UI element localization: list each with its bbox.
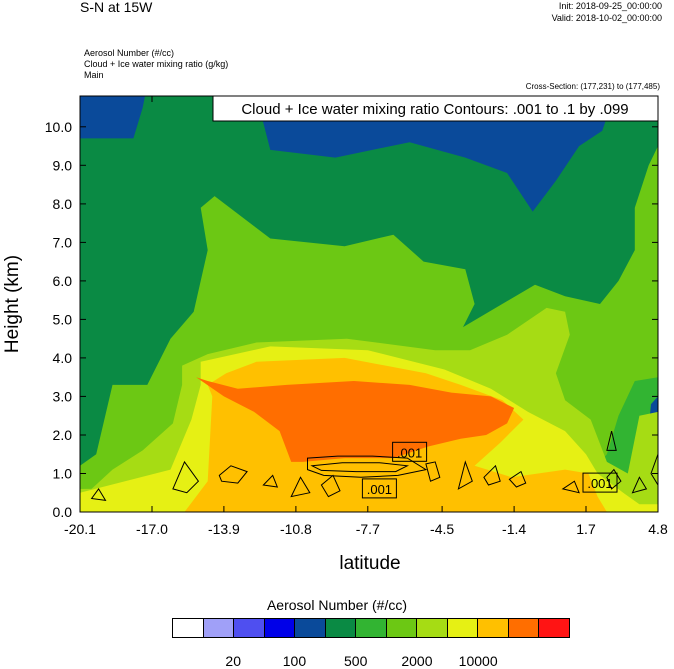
contour-line-8 <box>457 460 473 490</box>
colorbar-swatch-2 <box>234 619 265 637</box>
contour-line-15 <box>606 430 617 451</box>
field-aerosol: Aerosol Number (#/cc) <box>84 48 175 58</box>
y-tick-label: 0.0 <box>53 504 73 520</box>
colorbar-title: Aerosol Number (#/cc) <box>266 597 408 613</box>
contour-line-13 <box>631 476 648 494</box>
contour-lines <box>90 430 658 502</box>
plot-title: S-N at 15W <box>80 0 153 15</box>
y-tick-label: 4.0 <box>53 350 73 366</box>
axis-ticks: -20.1 -17.0 -13.9 -10.8 -7.7 -4.5 -1.4 1.7 4.8 0.… <box>45 96 668 537</box>
colorbar-swatch-4 <box>295 619 326 637</box>
colorbar-swatch-3 <box>264 619 296 637</box>
svg-text:.001: .001 <box>587 476 612 491</box>
colorbar-label: 10000 <box>458 653 498 669</box>
contour-line-0 <box>307 455 428 478</box>
x-tick-label: 4.8 <box>648 521 668 537</box>
annotation-text: Cloud + Ice water mixing ratio Contours:… <box>241 101 628 118</box>
x-axis-label: latitude <box>339 553 400 574</box>
heatmap-region-2 <box>80 96 658 466</box>
contour-line-4 <box>262 474 279 488</box>
contour-line-5 <box>290 476 311 498</box>
x-tick-label: -20.1 <box>64 521 96 537</box>
x-tick-label: -17.0 <box>136 521 168 537</box>
svg-text:.001: .001 <box>367 482 392 497</box>
y-tick-label: 9.0 <box>53 157 73 173</box>
y-tick-label: 2.0 <box>53 427 73 443</box>
field-cloud-ice: Cloud + Ice water mixing ratio (g/kg) <box>84 59 229 69</box>
colorbar-swatch-6 <box>356 619 387 637</box>
y-tick-label: 6.0 <box>53 273 73 289</box>
field-main: Main <box>84 70 104 80</box>
heatmap-region-9 <box>196 377 515 462</box>
colorbar-label: 100 <box>282 653 307 669</box>
colorbar-swatch-10 <box>478 619 509 637</box>
colorbar-swatch-11 <box>508 619 540 637</box>
contour-line-16 <box>90 487 107 502</box>
colorbar-swatch-7 <box>386 619 418 637</box>
x-tick-label: -13.9 <box>208 521 240 537</box>
y-tick-label: 5.0 <box>53 311 73 327</box>
colorbar-swatch-12 <box>539 619 569 637</box>
contour-line-12 <box>606 468 622 490</box>
y-tick-label: 8.0 <box>53 196 73 212</box>
contour-labels: .001 .001 .001 <box>361 441 618 499</box>
contour-line-7 <box>425 461 441 482</box>
contour-label-2: .001 <box>582 472 618 493</box>
contour-line-2 <box>172 460 200 494</box>
x-tick-label: -4.5 <box>430 521 454 537</box>
colorbar-label: 20 <box>225 653 242 669</box>
cross-section-label: Cross-Section: (177,231) to (177,485) <box>525 82 660 91</box>
x-tick-label: -10.8 <box>280 521 312 537</box>
contour-line-11 <box>561 480 580 494</box>
y-tick-label: 3.0 <box>53 388 73 404</box>
y-tick-label: 1.0 <box>53 466 73 482</box>
contour-label-1: .001 <box>361 478 397 499</box>
x-tick-label: 1.7 <box>576 521 596 537</box>
valid-time: Valid: 2018-10-02_00:00:00 <box>551 13 662 23</box>
heatmap-region-4 <box>256 96 614 212</box>
x-tick-label: -7.7 <box>356 521 380 537</box>
contour-line-9 <box>483 464 501 486</box>
x-tick-label: -1.4 <box>502 521 526 537</box>
colorbar-swatch-8 <box>417 619 448 637</box>
colorbar-swatch-0 <box>173 619 204 637</box>
colorbar-swatch-1 <box>203 619 235 637</box>
contour-line-1 <box>310 462 410 473</box>
annotation-box: Cloud + Ice water mixing ratio Contours:… <box>212 95 659 122</box>
contour-line-10 <box>508 470 527 488</box>
contour-line-3 <box>218 465 248 484</box>
y-axis-label: Height (km) <box>2 255 23 353</box>
heatmap-regions <box>80 96 658 512</box>
colorbar-swatch-9 <box>447 619 479 637</box>
init-time: Init: 2018-09-25_00:00:00 <box>558 1 662 11</box>
colorbar-label: 2000 <box>401 653 433 669</box>
y-tick-label: 7.0 <box>53 234 73 250</box>
svg-text:.001: .001 <box>397 445 422 460</box>
y-tick-label: 10.0 <box>45 119 72 135</box>
contour-line-14 <box>650 454 658 486</box>
contour-label-0: .001 <box>392 441 428 462</box>
contour-line-6 <box>320 474 341 498</box>
colorbar <box>172 618 570 638</box>
colorbar-swatch-5 <box>325 619 357 637</box>
colorbar-label: 500 <box>344 653 368 669</box>
heatmap-region-3 <box>80 96 145 139</box>
